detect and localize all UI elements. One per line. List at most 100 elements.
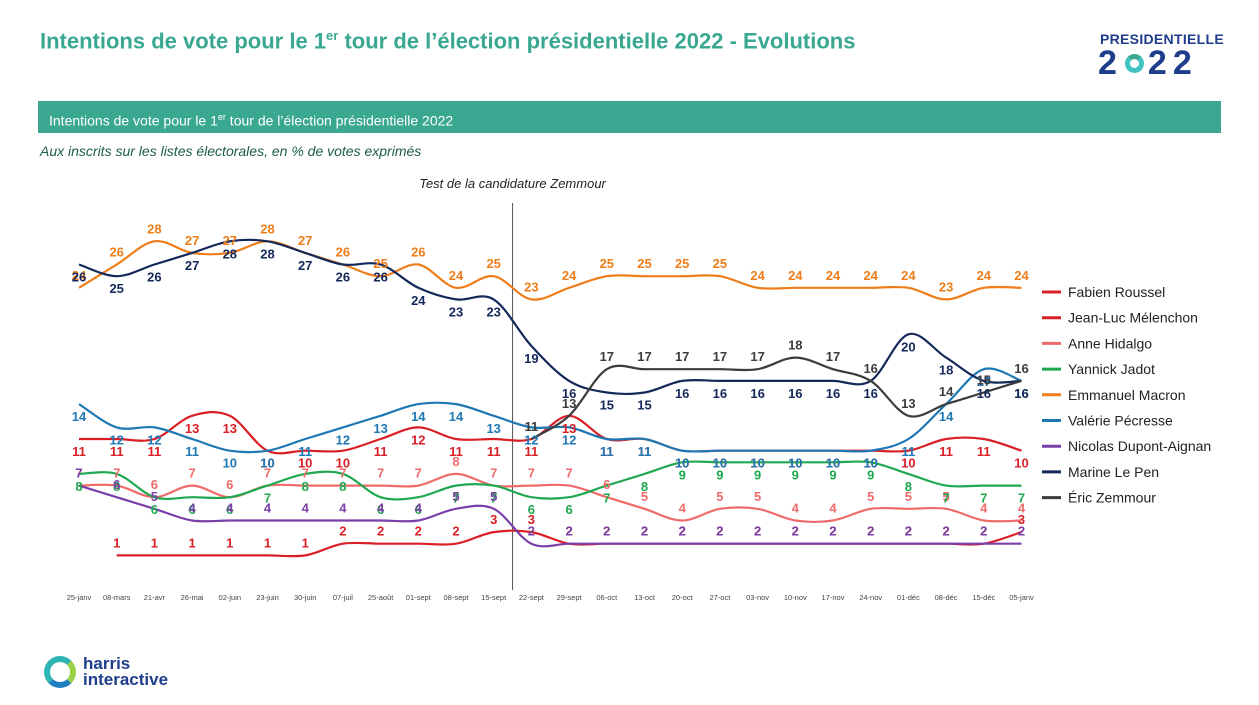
data-label: 11 (600, 444, 614, 459)
data-label: 2 (942, 524, 949, 539)
data-label: 10 (675, 456, 689, 471)
data-label: 5 (905, 489, 912, 504)
data-label: 6 (151, 502, 158, 517)
legend-label: Fabien Roussel (1068, 284, 1165, 300)
data-label: 6 (603, 477, 610, 492)
data-label: 10 (750, 456, 764, 471)
data-label: 24 (411, 293, 426, 308)
x-tick-label: 07-juil (333, 593, 353, 602)
data-label: 1 (226, 535, 233, 550)
page-title: Intentions de vote pour le 1er tour de l… (40, 28, 856, 54)
x-tick-label: 01-déc (897, 593, 920, 602)
data-label: 2 (641, 524, 648, 539)
data-label: 7 (528, 466, 535, 481)
data-label: 24 (72, 268, 87, 283)
data-label: 14 (72, 409, 87, 424)
data-label: 10 (713, 456, 727, 471)
data-label: 6 (151, 477, 158, 492)
legend-label: Marine Le Pen (1068, 464, 1159, 480)
data-label: 4 (188, 500, 196, 515)
data-label: 2 (942, 524, 949, 539)
data-label: 8 (75, 479, 82, 494)
logo-text-top: PRESIDENTIELLE (1100, 31, 1224, 47)
data-label: 20 (901, 339, 915, 354)
x-tick-label: 08-déc (935, 593, 958, 602)
data-label: 27 (298, 258, 312, 273)
data-label: 23 (939, 279, 953, 294)
data-label: 10 (675, 456, 689, 471)
data-label: 7 (302, 466, 309, 481)
data-label: 12 (109, 432, 123, 447)
data-label: 5 (716, 489, 723, 504)
data-label: 24 (449, 268, 464, 283)
data-label: 6 (415, 502, 422, 517)
data-label: 11 (939, 444, 953, 459)
data-label: 5 (452, 489, 459, 504)
data-label: 2 (905, 524, 912, 539)
data-label: 11 (72, 444, 86, 459)
data-label: 4 (1018, 500, 1026, 515)
data-label: 15 (600, 398, 614, 413)
data-label: 2 (829, 524, 836, 539)
data-label: 4 (302, 500, 310, 515)
data-label: 2 (867, 524, 874, 539)
data-label: 7 (942, 491, 949, 506)
data-label: 12 (336, 432, 350, 447)
x-tick-label: 20-oct (672, 593, 694, 602)
data-label: 27 (223, 233, 237, 248)
data-label: 14 (939, 384, 954, 399)
data-label: 25 (486, 256, 500, 271)
data-label: 28 (223, 246, 237, 261)
data-label: 6 (188, 502, 195, 517)
data-label: 2 (905, 524, 912, 539)
data-label: 8 (905, 479, 912, 494)
data-label: 26 (373, 270, 387, 285)
data-label: 14 (411, 409, 426, 424)
data-label: 10 (863, 456, 877, 471)
x-tick-label: 27-oct (709, 593, 731, 602)
data-label: 23 (449, 304, 463, 319)
data-label: 13 (562, 396, 576, 411)
data-label: 11 (638, 444, 652, 459)
data-label: 6 (113, 477, 120, 492)
data-label: 2 (528, 524, 535, 539)
data-label: 10 (298, 456, 312, 471)
data-label: 10 (260, 456, 274, 471)
data-label: 27 (298, 233, 312, 248)
logo-text-year: 2 22 (1098, 44, 1198, 82)
data-label: 8 (641, 479, 648, 494)
x-tick-label: 13-oct (634, 593, 656, 602)
data-label: 11 (487, 444, 501, 459)
data-label: 7 (75, 466, 82, 481)
data-label: 1 (151, 535, 158, 550)
section-banner: Intentions de vote pour le 1er tour de l… (38, 101, 1221, 133)
data-label: 2 (565, 524, 572, 539)
x-tick-label: 17-nov (822, 593, 845, 602)
x-tick-label: 15-déc (972, 593, 995, 602)
data-label: 10 (826, 456, 840, 471)
legend-label: Yannick Jadot (1068, 361, 1155, 377)
data-label: 7 (415, 466, 422, 481)
data-label: 11 (110, 444, 124, 459)
data-label: 2 (339, 524, 346, 539)
data-label: 25 (713, 256, 727, 271)
data-label: 6 (226, 477, 233, 492)
data-label: 7 (75, 466, 82, 481)
data-label: 7 (980, 491, 987, 506)
data-label: 10 (750, 456, 764, 471)
data-label: 4 (980, 500, 988, 515)
data-label: 12 (562, 432, 576, 447)
data-label: 19 (524, 351, 538, 366)
data-label: 7 (339, 466, 346, 481)
legend-label: Nicolas Dupont-Aignan (1068, 438, 1211, 454)
data-label: 5 (867, 489, 874, 504)
data-label: 1 (188, 535, 195, 550)
data-label: 2 (792, 524, 799, 539)
legend-label: Anne Hidalgo (1068, 335, 1152, 351)
data-label: 9 (754, 467, 761, 482)
data-label: 26 (109, 245, 123, 260)
data-label: 6 (226, 502, 233, 517)
data-label: 5 (641, 489, 648, 504)
data-label: 24 (901, 268, 916, 283)
data-label: 10 (788, 456, 802, 471)
